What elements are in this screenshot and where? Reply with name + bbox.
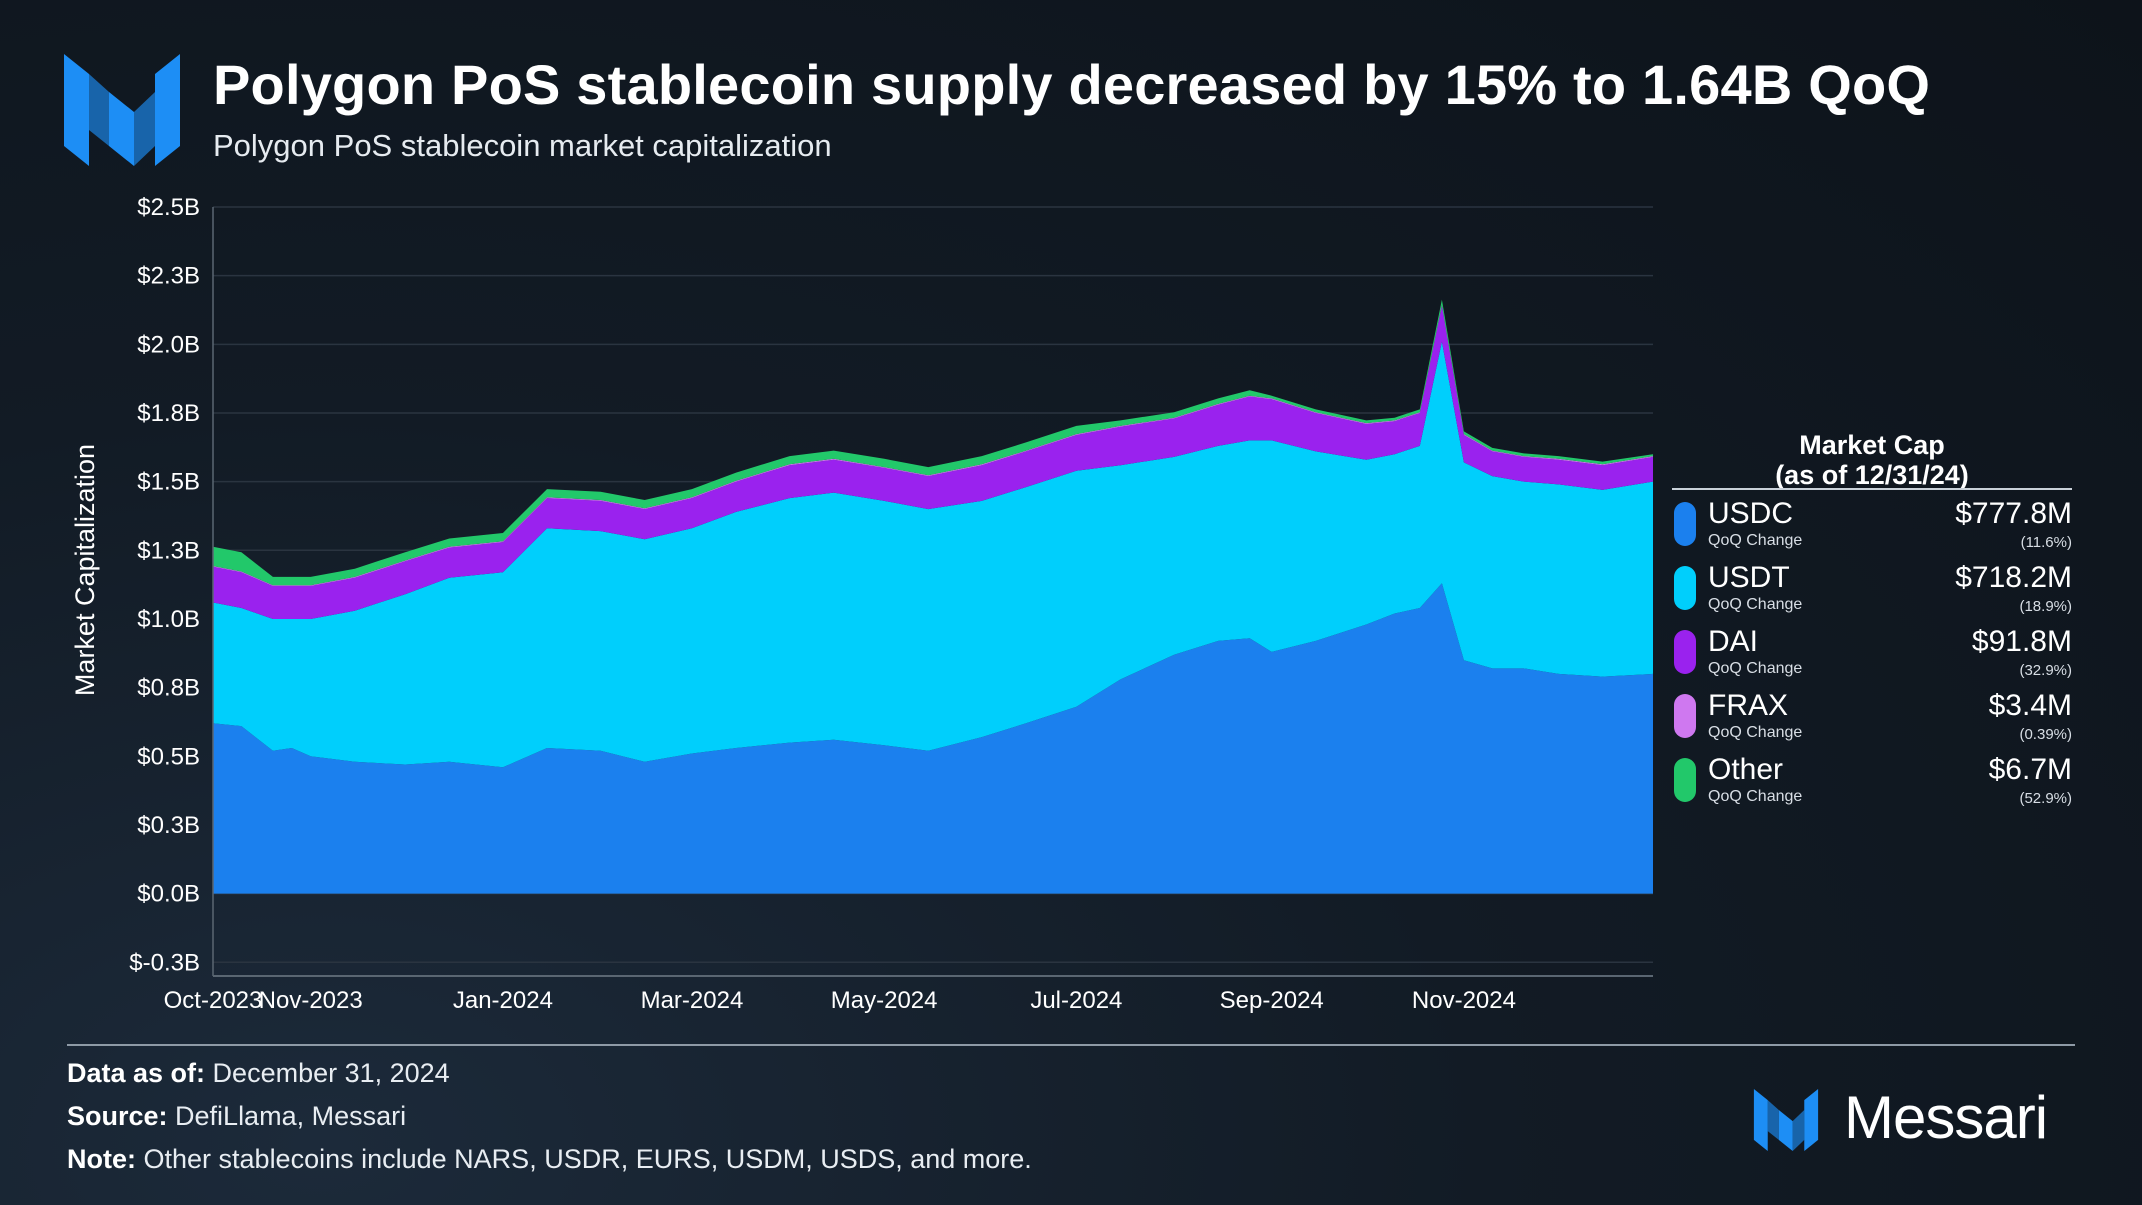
legend-divider <box>1672 488 2072 490</box>
footer-data-value: December 31, 2024 <box>205 1058 450 1088</box>
x-tick-label: Nov-2024 <box>1412 987 1516 1014</box>
messari-logo-icon <box>64 54 180 166</box>
legend-item-frax: FRAX QoQ Change $3.4M (0.39%) <box>1672 690 2072 750</box>
y-tick-label: $2.5B <box>137 194 200 221</box>
y-tick-label: $-0.3B <box>129 949 200 976</box>
legend-item-dai: DAI QoQ Change $91.8M (32.9%) <box>1672 626 2072 686</box>
legend-sub-label: QoQ Change <box>1708 788 1803 805</box>
legend-change: (11.6%) <box>2020 534 2072 551</box>
messari-brand-icon <box>1753 1089 1819 1151</box>
legend-swatch-dai <box>1674 630 1696 674</box>
legend-swatch-other <box>1674 758 1696 802</box>
legend-value: $91.8M <box>1971 625 2072 658</box>
y-tick-label: $0.8B <box>137 675 200 702</box>
legend-item-usdt: USDT QoQ Change $718.2M (18.9%) <box>1672 562 2072 622</box>
legend-heading-line2: (as of 12/31/24) <box>1775 460 1969 490</box>
x-tick-label: Jan-2024 <box>453 987 553 1014</box>
footer-divider <box>67 1044 2075 1046</box>
legend-name: Other <box>1708 753 1784 786</box>
legend-heading-line1: Market Cap <box>1799 430 1945 460</box>
y-tick-label: $1.5B <box>137 469 200 496</box>
legend-item-usdc: USDC QoQ Change $777.8M (11.6%) <box>1672 498 2072 558</box>
legend-swatch-usdt <box>1674 566 1696 610</box>
legend-name: USDT <box>1708 561 1790 594</box>
legend-value: $777.8M <box>1955 497 2072 530</box>
legend-sub-label: QoQ Change <box>1708 596 1803 613</box>
legend-sub-label: QoQ Change <box>1708 660 1803 677</box>
y-tick-label: $0.5B <box>137 743 200 770</box>
y-tick-label: $2.0B <box>137 331 200 358</box>
legend-change: (18.9%) <box>2019 598 2072 615</box>
legend-swatch-usdc <box>1674 502 1696 546</box>
legend-value: $718.2M <box>1955 561 2072 594</box>
page-title: Polygon PoS stablecoin supply decreased … <box>213 53 1931 116</box>
legend-value: $6.7M <box>1988 753 2072 786</box>
chart-axes: $2.5B $2.3B $2.0B $1.8B $1.5B $1.3B $1.0B $0.8B… <box>129 194 1653 1014</box>
y-tick-label: $1.0B <box>137 606 200 633</box>
legend-heading: Market Cap (as of 12/31/24) <box>1672 430 2072 490</box>
legend-sub-label: QoQ Change <box>1708 532 1803 549</box>
legend-value: $3.4M <box>1988 689 2072 722</box>
chart-areas <box>213 299 1653 894</box>
y-tick-label: $2.3B <box>137 263 200 290</box>
legend-name: FRAX <box>1708 689 1789 722</box>
y-axis-label: Market Capitalization <box>70 444 100 696</box>
x-tick-label: Nov-2023 <box>259 987 363 1014</box>
y-tick-label: $1.3B <box>137 537 200 564</box>
y-tick-label: $0.3B <box>137 812 200 839</box>
brand-wordmark: Messari <box>1844 1084 2048 1151</box>
footer-note-label: Note: <box>67 1144 136 1174</box>
legend-change: (32.9%) <box>2019 662 2072 679</box>
footer-note-value: Other stablecoins include NARS, USDR, EU… <box>136 1144 1032 1174</box>
area-series-dai <box>213 305 1653 619</box>
legend-swatch-frax <box>1674 694 1696 738</box>
legend-change: (52.9%) <box>2019 790 2072 807</box>
legend-name: USDC <box>1708 497 1794 530</box>
footer-data-as-of: Data as of: December 31, 2024 <box>67 1058 450 1089</box>
page-subtitle: Polygon PoS stablecoin market capitaliza… <box>213 128 832 163</box>
footer-source-value: DefiLlama, Messari <box>167 1101 407 1131</box>
legend-change: (0.39%) <box>2019 726 2072 743</box>
y-tick-label: $1.8B <box>137 400 200 427</box>
x-tick-label: May-2024 <box>831 987 938 1014</box>
legend-sub-label: QoQ Change <box>1708 724 1803 741</box>
legend-item-other: Other QoQ Change $6.7M (52.9%) <box>1672 754 2072 814</box>
x-tick-label: Oct-2023 <box>164 987 263 1014</box>
footer-note: Note: Other stablecoins include NARS, US… <box>67 1144 1032 1175</box>
area-series-usdt <box>213 341 1653 768</box>
x-tick-label: Mar-2024 <box>641 987 744 1014</box>
legend-name: DAI <box>1708 625 1759 658</box>
brand-lockup: Messari <box>1752 1085 2082 1151</box>
footer-data-label: Data as of: <box>67 1058 206 1088</box>
y-tick-label: $0.0B <box>137 881 200 908</box>
x-tick-label: Sep-2024 <box>1220 987 1324 1014</box>
footer-source-label: Source: <box>67 1101 168 1131</box>
area-series-usdc <box>213 583 1653 894</box>
footer-source: Source: DefiLlama, Messari <box>67 1101 406 1132</box>
x-tick-label: Jul-2024 <box>1030 987 1122 1014</box>
